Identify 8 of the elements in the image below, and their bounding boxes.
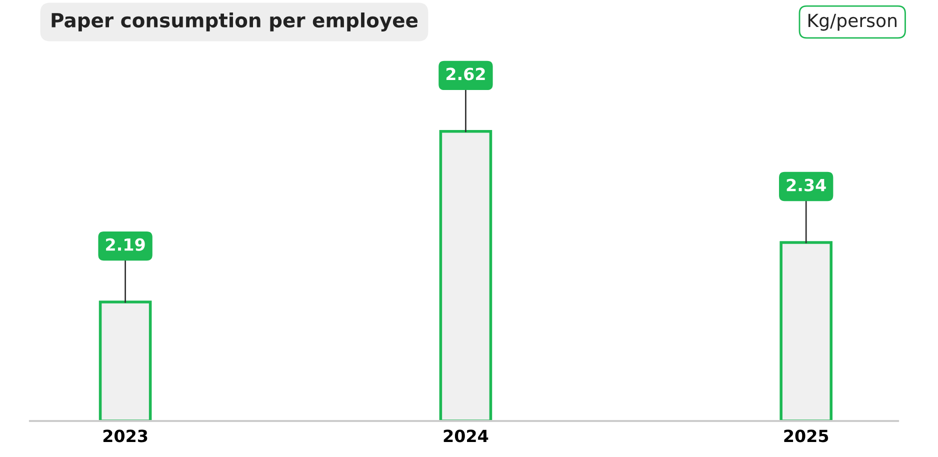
y-axis-title: Kg/person: [808, 14, 896, 31]
data-label: 2.62: [446, 68, 485, 80]
x-tick-label: 2025: [784, 430, 828, 442]
data-label: 2.19: [106, 238, 145, 251]
data-label: 2.34: [786, 178, 826, 192]
x-tick-label: 2024: [444, 430, 488, 442]
chart-title: Paper consumption per employee: [52, 12, 418, 32]
x-tick-label: 2023: [103, 430, 148, 442]
